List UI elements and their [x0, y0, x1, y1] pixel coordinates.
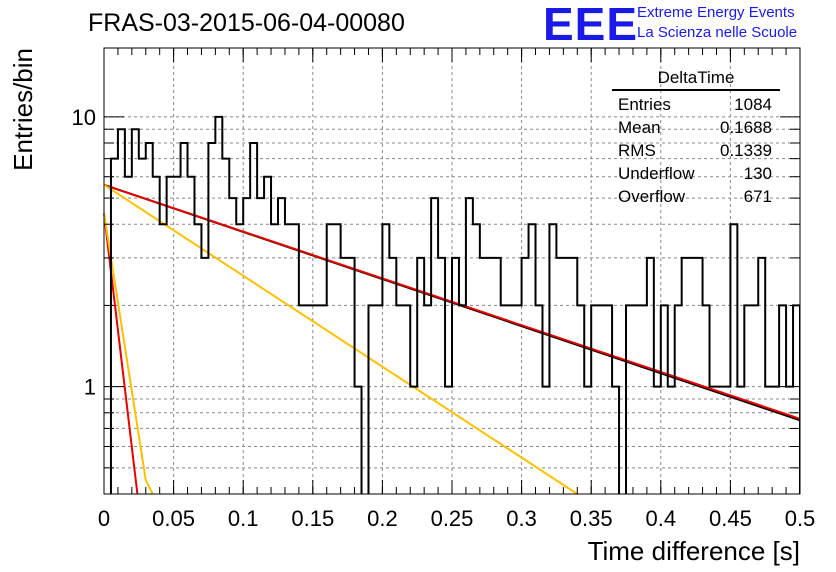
stats-row: Entries 1084	[612, 93, 780, 116]
fit-curve	[103, 212, 139, 495]
org-name-line1: Extreme Energy Events	[637, 4, 795, 21]
x-axis-label: Time difference [s]	[588, 536, 800, 566]
stats-value: 0.1339	[720, 141, 772, 160]
axis-labels: 0 0.05 0.1 0.15 0.2 0.25 0.3 0.35 0.4 0.45 0.5 1 10 T…	[8, 48, 815, 566]
y-tick-label: 1	[84, 375, 96, 400]
fit-curve	[103, 212, 154, 495]
y-axis-label: Entries/bin	[8, 48, 38, 171]
stats-label: Overflow	[618, 187, 686, 206]
axes	[103, 47, 801, 495]
stats-row: RMS 0.1339	[612, 139, 780, 162]
org-name-line2: La Scienza nelle Scuole	[637, 24, 798, 41]
stats-value: 671	[743, 187, 772, 206]
stats-row: Overflow 671	[612, 185, 780, 208]
x-tick-label: 0.25	[431, 506, 474, 531]
x-tick-label: 0.1	[228, 506, 259, 531]
stats-label: Underflow	[618, 164, 695, 183]
eee-logo: EEE	[543, 0, 639, 50]
stats-row: Mean 0.1688	[612, 116, 780, 139]
histogram-series	[109, 115, 800, 494]
stats-value: 0.1688	[720, 118, 772, 137]
x-tick-label: 0.5	[785, 506, 816, 531]
stats-label: Mean	[618, 118, 661, 137]
x-tick-label: 0.45	[709, 506, 752, 531]
plot-frame	[103, 47, 801, 495]
histogram-line	[109, 115, 800, 494]
stats-rows: Entries 1084 Mean 0.1688 RMS 0.1339 Underflow 1…	[612, 93, 780, 208]
stats-value: 130	[743, 164, 772, 183]
x-tick-label: 0.35	[570, 506, 613, 531]
stats-box: DeltaTime Entries 1084 Mean 0.1688 RMS 0.1339…	[612, 68, 780, 208]
x-tick-label: 0.3	[506, 506, 537, 531]
chart-title: FRAS-03-2015-06-04-00080	[88, 9, 405, 37]
stats-row: Underflow 130	[612, 162, 780, 185]
y-tick-label: 10	[72, 105, 96, 130]
stats-label: RMS	[618, 141, 656, 160]
stats-value: 1084	[734, 95, 772, 114]
x-tick-label: 0.4	[646, 506, 677, 531]
fit-curve	[103, 183, 578, 495]
x-tick-label: 0	[98, 506, 110, 531]
stats-label: Entries	[618, 95, 671, 114]
x-tick-label: 0.05	[152, 506, 195, 531]
stats-title: DeltaTime	[612, 68, 780, 91]
x-tick-label: 0.2	[367, 506, 398, 531]
x-tick-label: 0.15	[291, 506, 334, 531]
